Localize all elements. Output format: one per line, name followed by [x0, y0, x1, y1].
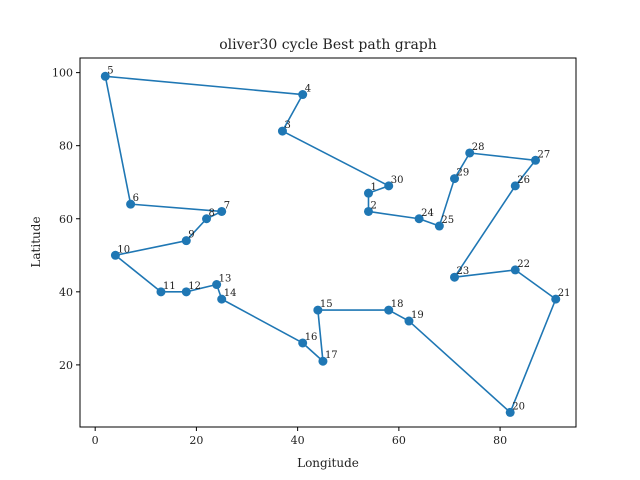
y-tick-label: 100: [52, 67, 73, 80]
city-point-12: [181, 287, 191, 297]
city-label-12: 12: [188, 281, 201, 292]
city-point-13: [212, 280, 222, 290]
x-axis-ticks: 0 20 40 60 80: [92, 427, 507, 447]
city-label-27: 27: [538, 149, 551, 160]
city-point-23: [450, 272, 460, 282]
x-axis-label: Longitude: [297, 456, 359, 470]
x-tick-label: 20: [189, 434, 203, 447]
city-label-8: 8: [209, 208, 215, 219]
city-point-17: [318, 356, 328, 366]
city-point-20: [505, 407, 515, 417]
y-axis-label: Latitude: [29, 216, 43, 267]
city-point-21: [551, 294, 561, 304]
city-point-11: [156, 287, 166, 297]
city-label-26: 26: [517, 175, 530, 186]
city-point-3: [277, 126, 287, 136]
city-label-14: 14: [224, 288, 237, 299]
city-point-4: [298, 90, 308, 100]
city-point-16: [298, 338, 308, 348]
city-label-28: 28: [472, 142, 485, 153]
city-point-22: [510, 265, 520, 275]
city-label-1: 1: [370, 182, 376, 193]
chart-title: oliver30 cycle Best path graph: [219, 37, 437, 53]
city-label-10: 10: [117, 244, 130, 255]
city-point-28: [465, 148, 475, 158]
city-label-4: 4: [305, 84, 311, 95]
city-label-23: 23: [457, 266, 470, 277]
city-label-30: 30: [391, 175, 404, 186]
city-label-19: 19: [411, 310, 424, 321]
city-point-8: [202, 214, 212, 224]
y-axis-ticks: 20 40 60 80 100: [52, 67, 80, 372]
city-point-5: [100, 71, 110, 81]
city-point-29: [450, 174, 460, 184]
city-point-18: [384, 305, 394, 315]
city-point-30: [384, 181, 394, 191]
city-point-14: [217, 294, 227, 304]
city-label-7: 7: [224, 200, 230, 211]
city-label-2: 2: [370, 200, 376, 211]
x-tick-label: 40: [291, 434, 305, 447]
city-point-2: [363, 206, 373, 216]
city-point-6: [126, 199, 136, 209]
city-point-27: [531, 155, 541, 165]
city-point-25: [434, 221, 444, 231]
city-point-19: [404, 316, 414, 326]
city-label-16: 16: [305, 332, 318, 343]
city-label-22: 22: [517, 259, 530, 270]
city-markers: [100, 71, 561, 417]
city-label-20: 20: [512, 401, 525, 412]
city-point-15: [313, 305, 323, 315]
city-label-15: 15: [320, 299, 333, 310]
y-tick-label: 20: [59, 359, 73, 372]
city-point-24: [414, 214, 424, 224]
city-label-11: 11: [163, 281, 176, 292]
city-label-3: 3: [284, 120, 290, 131]
y-tick-label: 80: [59, 140, 73, 153]
city-label-24: 24: [421, 208, 434, 219]
route-path: [104, 75, 557, 414]
city-point-7: [217, 206, 227, 216]
city-label-29: 29: [457, 168, 470, 179]
x-tick-label: 0: [92, 434, 99, 447]
city-point-26: [510, 181, 520, 191]
x-tick-label: 80: [493, 434, 507, 447]
city-label-9: 9: [188, 230, 194, 241]
y-tick-label: 60: [59, 213, 73, 226]
route-line: [104, 75, 557, 414]
city-label-17: 17: [325, 350, 338, 361]
city-label-25: 25: [441, 215, 454, 226]
axes-frame: [79, 57, 577, 428]
city-point-1: [363, 188, 373, 198]
x-tick-label: 60: [392, 434, 406, 447]
city-point-10: [110, 250, 120, 260]
city-label-6: 6: [133, 193, 139, 204]
city-label-5: 5: [107, 65, 113, 76]
city-label-21: 21: [558, 288, 571, 299]
y-tick-label: 40: [59, 286, 73, 299]
city-label-18: 18: [391, 299, 404, 310]
city-label-13: 13: [219, 274, 232, 285]
city-point-9: [181, 236, 191, 246]
